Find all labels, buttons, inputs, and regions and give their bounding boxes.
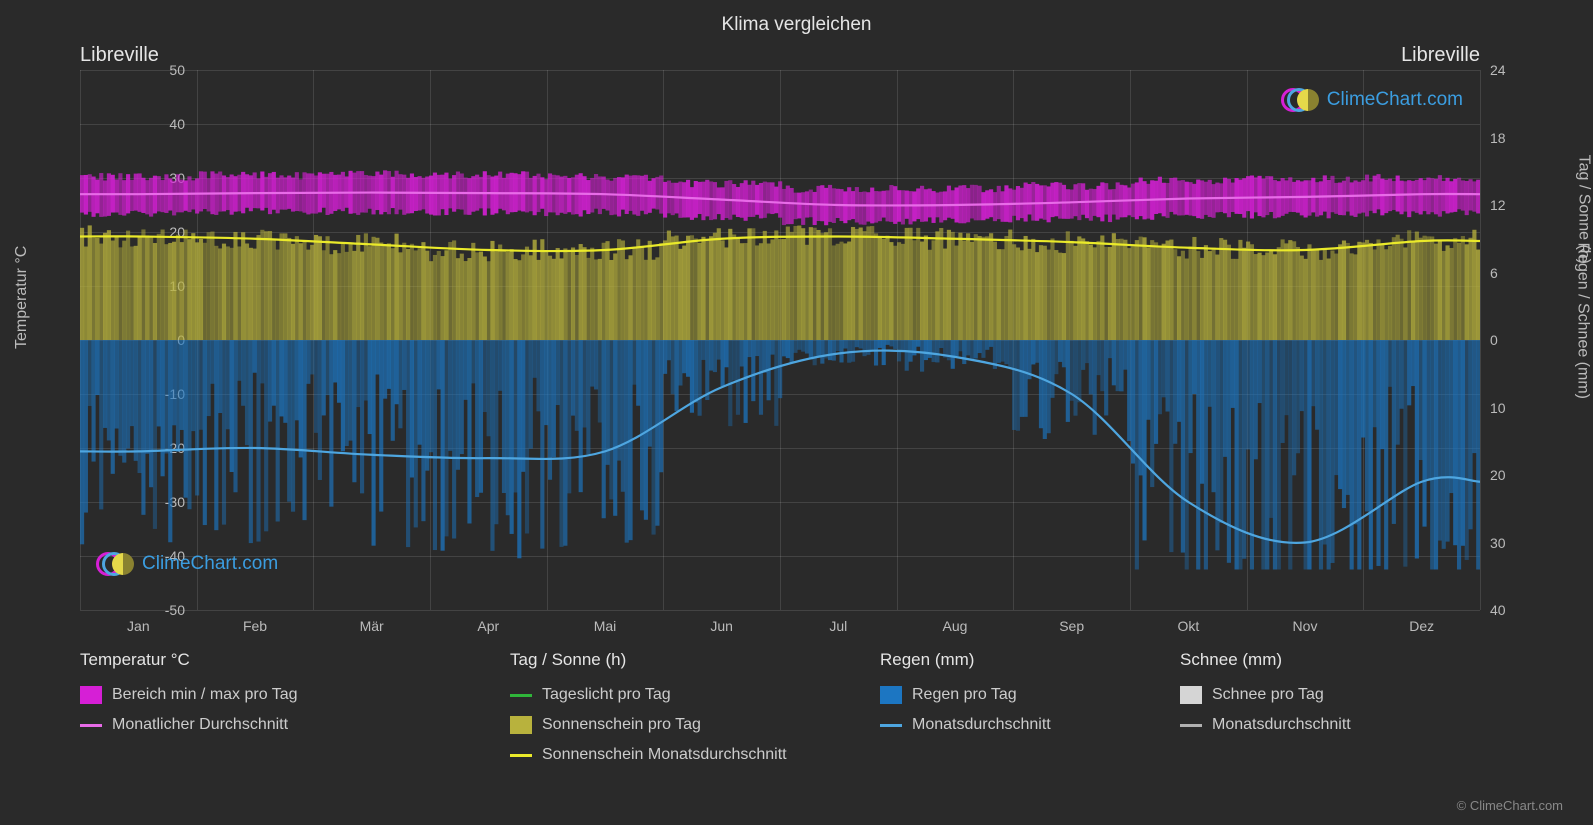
x-tick-month: Jun: [710, 618, 733, 634]
watermark-logo-icon: [1281, 86, 1321, 114]
legend-col: Schnee (mm) Schnee pro Tag Monatsdurchschn…: [1180, 650, 1480, 764]
x-tick-month: Jan: [127, 618, 150, 634]
grid-line-v: [1480, 70, 1481, 610]
grid-line-h: [80, 610, 1480, 611]
legend-swatch-bar-icon: [80, 686, 102, 704]
legend-swatch-line-icon: [510, 694, 532, 697]
legend-title: Schnee (mm): [1180, 650, 1480, 670]
legend-item: Bereich min / max pro Tag: [80, 686, 510, 704]
y-tick-right-mm: 40: [1490, 602, 1506, 618]
legend-title: Temperatur °C: [80, 650, 510, 670]
y-tick-right-hours: 6: [1490, 265, 1498, 281]
legend-title: Regen (mm): [880, 650, 1180, 670]
legend-item: Schnee pro Tag: [1180, 686, 1480, 704]
y-axis-left-label: Temperatur °C: [13, 246, 31, 349]
legend-swatch-bar-icon: [1180, 686, 1202, 704]
watermark-top: ClimeChart.com: [1281, 86, 1463, 114]
legend-col: Tag / Sonne (h) Tageslicht pro Tag Sonnens…: [510, 650, 880, 764]
location-label-right: Libreville: [1401, 44, 1480, 67]
legend-item: Regen pro Tag: [880, 686, 1180, 704]
y-tick-right-hours: 18: [1490, 130, 1506, 146]
copyright: © ClimeChart.com: [1457, 798, 1563, 813]
x-tick-month: Mär: [360, 618, 384, 634]
legend-item: Sonnenschein Monatsdurchschnitt: [510, 746, 880, 764]
bars-group: [80, 170, 1480, 569]
y-tick-right-hours: 24: [1490, 62, 1506, 78]
legend-col: Regen (mm) Regen pro Tag Monatsdurchschnit…: [880, 650, 1180, 764]
x-tick-month: Okt: [1177, 618, 1199, 634]
x-tick-month: Dez: [1409, 618, 1434, 634]
x-tick-month: Apr: [477, 618, 499, 634]
legend: Temperatur °C Bereich min / max pro Tag Mo…: [80, 650, 1480, 764]
legend-item: Monatsdurchschnitt: [1180, 716, 1480, 734]
y-tick-right-mm: 30: [1490, 535, 1506, 551]
watermark-text: ClimeChart.com: [1327, 89, 1463, 111]
legend-swatch-bar-icon: [510, 716, 532, 734]
legend-item: Tageslicht pro Tag: [510, 686, 880, 704]
y-tick-right-hours: 12: [1490, 197, 1506, 213]
legend-swatch-line-icon: [880, 724, 902, 727]
y-tick-right-hours: 0: [1490, 332, 1498, 348]
legend-item: Monatlicher Durchschnitt: [80, 716, 510, 734]
legend-label: Sonnenschein pro Tag: [542, 716, 701, 734]
legend-label: Bereich min / max pro Tag: [112, 686, 298, 704]
legend-swatch-bar-icon: [880, 686, 902, 704]
legend-item: Sonnenschein pro Tag: [510, 716, 880, 734]
legend-label: Monatsdurchschnitt: [1212, 716, 1351, 734]
chart-title: Klima vergleichen: [0, 0, 1593, 36]
watermark-logo-icon: [96, 550, 136, 578]
legend-swatch-line-icon: [80, 724, 102, 727]
legend-label: Monatlicher Durchschnitt: [112, 716, 288, 734]
legend-label: Schnee pro Tag: [1212, 686, 1324, 704]
legend-swatch-line-icon: [1180, 724, 1202, 727]
watermark-text: ClimeChart.com: [142, 553, 278, 575]
y-tick-right-mm: 20: [1490, 467, 1506, 483]
y-axis-right-bottom-label: Regen / Schnee (mm): [1574, 242, 1592, 399]
plot-svg: [80, 70, 1480, 610]
x-tick-month: Jul: [829, 618, 847, 634]
x-tick-month: Feb: [243, 618, 267, 634]
legend-title: Tag / Sonne (h): [510, 650, 880, 670]
watermark-bottom: ClimeChart.com: [96, 550, 278, 578]
x-tick-month: Nov: [1293, 618, 1318, 634]
legend-swatch-line-icon: [510, 754, 532, 757]
legend-label: Regen pro Tag: [912, 686, 1017, 704]
x-tick-month: Sep: [1059, 618, 1084, 634]
legend-label: Tageslicht pro Tag: [542, 686, 671, 704]
x-tick-month: Aug: [943, 618, 968, 634]
legend-col: Temperatur °C Bereich min / max pro Tag Mo…: [80, 650, 510, 764]
legend-label: Sonnenschein Monatsdurchschnitt: [542, 746, 787, 764]
legend-label: Monatsdurchschnitt: [912, 716, 1051, 734]
x-tick-month: Mai: [594, 618, 617, 634]
y-tick-right-mm: 10: [1490, 400, 1506, 416]
legend-item: Monatsdurchschnitt: [880, 716, 1180, 734]
